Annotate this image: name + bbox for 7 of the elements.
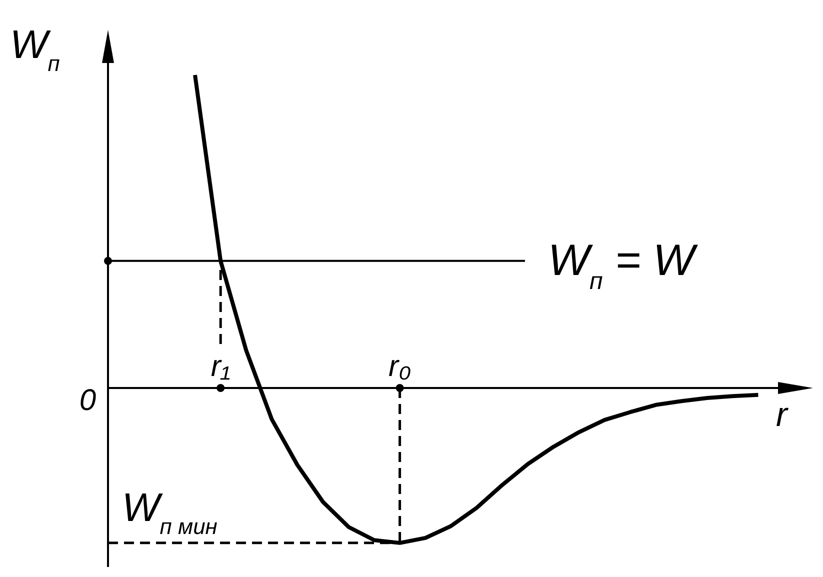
ref-line-label: W$_{п}$ = W [548, 236, 698, 294]
x-tick-label: r₁ [210, 350, 230, 383]
y-axis-title: W$_{п}$ [10, 23, 60, 76]
text: 0 [79, 384, 96, 417]
annotation: W$_{п мин}$ [122, 486, 218, 538]
x-tick-label: r₀ [388, 350, 412, 383]
x-axis-title: r [776, 396, 789, 434]
